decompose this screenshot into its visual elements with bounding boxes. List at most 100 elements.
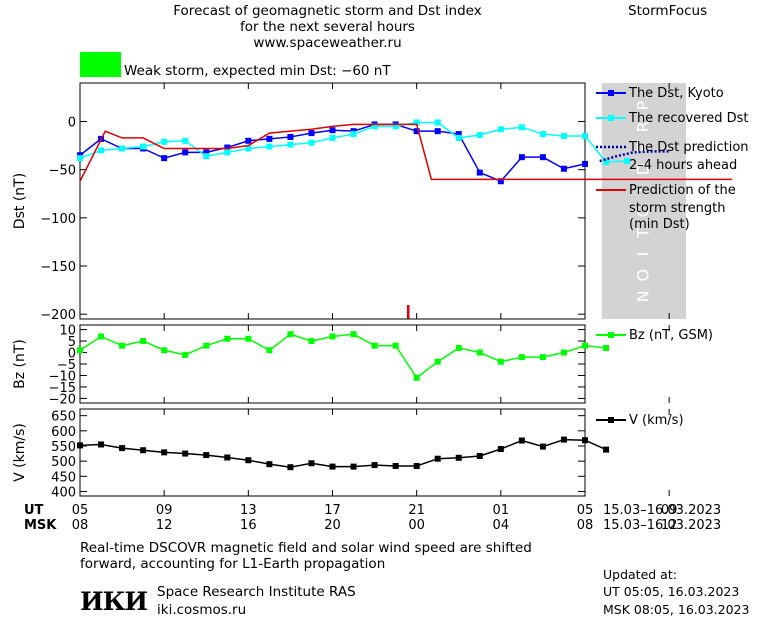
- data-point: [413, 374, 420, 381]
- data-point: [560, 132, 567, 139]
- data-point: [560, 349, 567, 356]
- y-tick-label: 5: [68, 335, 76, 350]
- data-point: [266, 135, 273, 142]
- data-point: [560, 165, 567, 172]
- y-tick-label: −15: [49, 381, 76, 396]
- ut-row-label: UT: [24, 503, 44, 518]
- data-point: [182, 450, 189, 457]
- ut-tick-label: 21: [408, 503, 425, 518]
- data-point: [140, 447, 147, 454]
- legend-label: storm strength: [629, 201, 726, 216]
- data-point: [182, 137, 189, 144]
- panel-frame: [79, 408, 586, 497]
- data-point: [287, 133, 294, 140]
- data-point: [539, 154, 546, 161]
- y-axis-label: Dst (nT): [12, 173, 28, 229]
- updated-label: Updated at:: [603, 567, 677, 582]
- ut-date-range: 15.03–16.03.2023: [603, 503, 721, 518]
- prediction-letter: P: [633, 100, 652, 110]
- storm-level-swatch: [80, 52, 121, 77]
- data-point: [371, 342, 378, 349]
- y-axis-label: V (km/s): [12, 423, 28, 482]
- data-point: [476, 132, 483, 139]
- data-point: [539, 443, 546, 450]
- title-line-1: Forecast of geomagnetic storm and Dst in…: [173, 3, 482, 19]
- data-point: [266, 143, 273, 150]
- legend-marker: [608, 417, 614, 423]
- msk-tick-label: 08: [72, 518, 89, 533]
- updated-msk: MSK 08:05, 16.03.2023: [603, 602, 750, 617]
- title-line-2: for the next several hours: [240, 19, 415, 35]
- msk-tick-label: 08: [577, 518, 594, 533]
- data-point: [455, 344, 462, 351]
- y-tick-label: −150: [40, 260, 76, 275]
- y-tick-label: −100: [40, 212, 76, 227]
- y-tick-label: 0: [68, 347, 76, 362]
- legend-label: V (km/s): [629, 413, 684, 428]
- data-point: [203, 452, 210, 459]
- data-point: [434, 119, 441, 126]
- legend-label: The recovered Dst: [628, 111, 748, 126]
- data-point: [98, 441, 105, 448]
- iki-logo: ИКИ: [80, 587, 148, 616]
- data-point: [455, 134, 462, 141]
- data-point: [350, 331, 357, 338]
- data-point: [140, 338, 147, 345]
- legend-label: Bz (nT, GSM): [629, 328, 713, 343]
- data-point: [203, 153, 210, 160]
- data-point: [77, 442, 83, 449]
- msk-tick-label: 12: [661, 518, 678, 533]
- y-tick-label: −50: [49, 164, 76, 179]
- y-tick-label: −5: [57, 358, 76, 373]
- data-point: [413, 128, 420, 135]
- data-point: [434, 455, 441, 462]
- msk-tick-label: 16: [240, 518, 257, 533]
- y-tick-label: −10: [49, 369, 76, 384]
- data-point: [161, 138, 168, 145]
- data-point: [119, 445, 126, 452]
- data-point: [497, 178, 504, 185]
- data-point: [603, 344, 610, 351]
- data-point: [455, 131, 462, 138]
- prediction-letter: N: [633, 290, 652, 302]
- updated-ut: UT 05:05, 16.03.2023: [603, 584, 740, 599]
- data-point: [245, 335, 252, 342]
- ut-tick-label: 13: [240, 503, 257, 518]
- data-point: [266, 461, 273, 468]
- data-point: [518, 154, 525, 161]
- prediction-letter: C: [633, 206, 652, 217]
- msk-tick-label: 04: [493, 518, 510, 533]
- prediction-letter: I: [633, 188, 652, 193]
- series-line: [79, 123, 733, 182]
- prediction-letter: T: [633, 228, 652, 239]
- series-line: [79, 333, 607, 379]
- data-point: [603, 158, 610, 165]
- y-tick-label: 400: [51, 485, 76, 500]
- y-tick-label: −20: [49, 392, 76, 407]
- data-point: [560, 436, 567, 443]
- data-point: [77, 347, 83, 354]
- y-axis-label: Bz (nT): [12, 339, 28, 389]
- y-tick-label: 0: [68, 116, 76, 131]
- data-point: [203, 342, 210, 349]
- data-point: [140, 143, 147, 150]
- institute-link[interactable]: iki.cosmos.ru: [157, 602, 247, 618]
- data-point: [582, 132, 588, 139]
- footer-note-line-1: Real-time DSCOVR magnetic field and sola…: [80, 540, 532, 556]
- updated-block: Updated at: UT 05:05, 16.03.2023 MSK 08:…: [603, 567, 749, 619]
- data-point: [266, 347, 273, 354]
- data-point: [98, 333, 105, 340]
- msk-row-label: MSK: [24, 518, 57, 533]
- footer-note: Real-time DSCOVR magnetic field and sola…: [80, 540, 580, 572]
- data-point: [308, 130, 315, 137]
- institute-name: Space Research Institute RAS: [157, 584, 356, 600]
- data-point: [371, 123, 378, 130]
- data-point: [308, 139, 315, 146]
- data-point: [161, 347, 168, 354]
- data-point: [161, 449, 168, 456]
- data-point: [413, 119, 420, 126]
- ut-tick-label: 01: [493, 503, 510, 518]
- data-point: [539, 131, 546, 138]
- y-tick-label: 450: [51, 470, 76, 485]
- data-point: [392, 123, 399, 130]
